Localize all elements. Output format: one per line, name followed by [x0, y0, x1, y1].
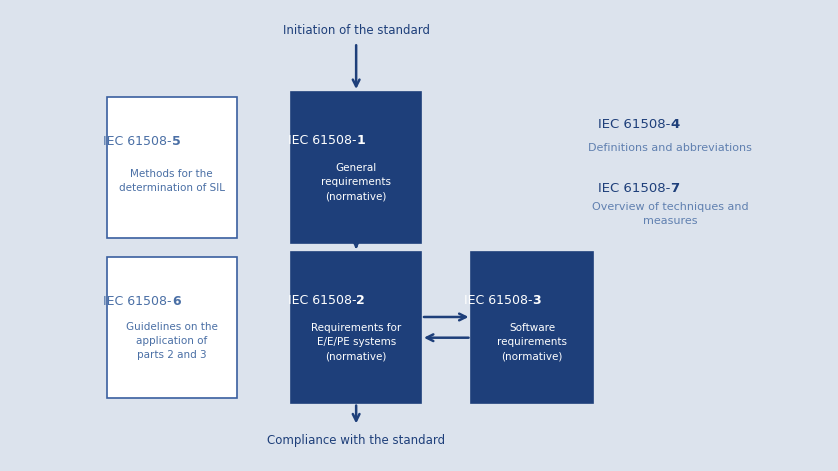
Text: IEC 61508-: IEC 61508- [287, 134, 356, 146]
FancyBboxPatch shape [107, 97, 236, 238]
Text: 2: 2 [356, 294, 365, 307]
Text: IEC 61508-: IEC 61508- [103, 295, 172, 309]
Text: Software
requirements
(normative): Software requirements (normative) [497, 324, 567, 361]
Text: 7: 7 [670, 182, 680, 195]
Text: Overview of techniques and
measures: Overview of techniques and measures [592, 203, 748, 226]
Text: Definitions and abbreviations: Definitions and abbreviations [588, 143, 753, 154]
Text: Methods for the
determination of SIL: Methods for the determination of SIL [119, 170, 225, 193]
Text: IEC 61508-: IEC 61508- [463, 294, 532, 307]
Text: Requirements for
E/E/PE systems
(normative): Requirements for E/E/PE systems (normati… [311, 324, 401, 361]
Text: General
requirements
(normative): General requirements (normative) [321, 163, 391, 201]
Text: IEC 61508-: IEC 61508- [103, 135, 172, 148]
Text: Initiation of the standard: Initiation of the standard [282, 24, 430, 37]
Text: 3: 3 [532, 294, 541, 307]
Text: 1: 1 [356, 134, 365, 146]
FancyBboxPatch shape [471, 252, 593, 403]
Text: Compliance with the standard: Compliance with the standard [267, 434, 445, 447]
FancyBboxPatch shape [107, 257, 236, 398]
Text: 6: 6 [172, 295, 180, 309]
Text: Guidelines on the
application of
parts 2 and 3: Guidelines on the application of parts 2… [126, 323, 218, 360]
Text: 4: 4 [670, 118, 680, 131]
FancyBboxPatch shape [292, 92, 421, 243]
Text: IEC 61508-: IEC 61508- [598, 118, 670, 131]
Text: IEC 61508-: IEC 61508- [287, 294, 356, 307]
FancyBboxPatch shape [292, 252, 421, 403]
Text: 5: 5 [172, 135, 180, 148]
Text: IEC 61508-: IEC 61508- [598, 182, 670, 195]
